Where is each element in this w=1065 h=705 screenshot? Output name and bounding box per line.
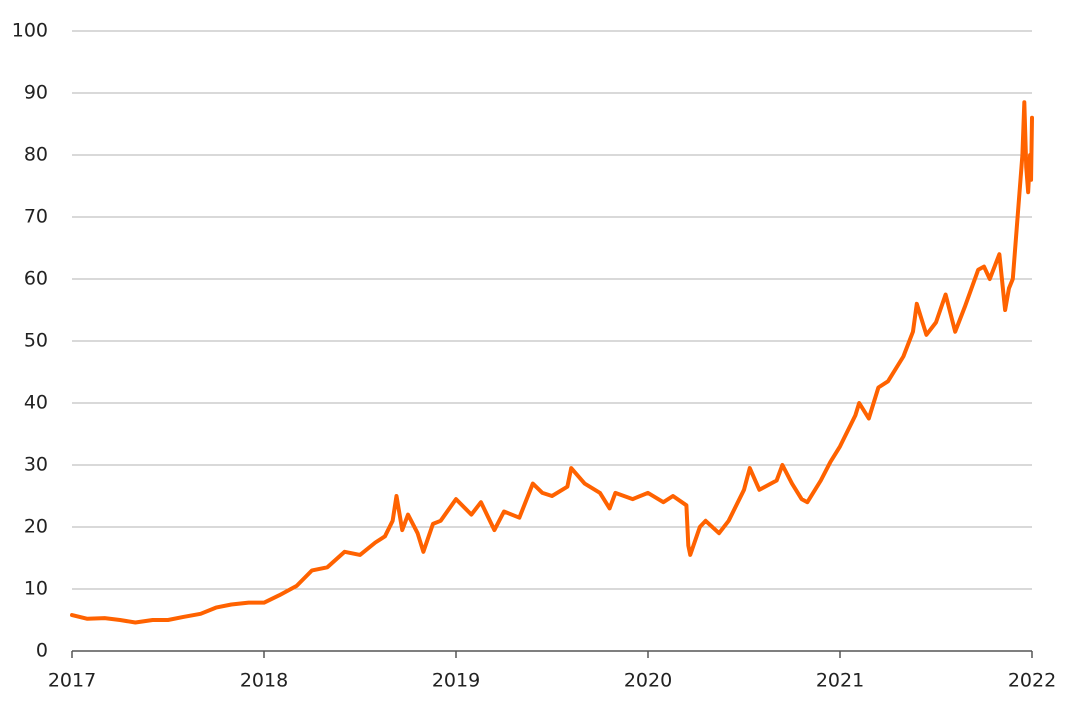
- y-tick-label: 10: [24, 578, 48, 600]
- y-tick-label: 0: [36, 640, 48, 662]
- x-tick-label: 2018: [240, 670, 288, 692]
- x-tick-label: 2021: [816, 670, 864, 692]
- y-tick-label: 60: [24, 268, 48, 290]
- y-tick-label: 100: [12, 20, 48, 42]
- x-tick-label: 2022: [1008, 670, 1056, 692]
- x-tick-label: 2019: [432, 670, 480, 692]
- y-tick-label: 80: [24, 144, 48, 166]
- line-series: [70, 100, 1034, 625]
- x-tick-label: 2017: [48, 670, 96, 692]
- y-tick-label: 50: [24, 330, 48, 352]
- y-tick-label: 90: [24, 82, 48, 104]
- y-tick-label: 30: [24, 454, 48, 476]
- x-tick-label: 2020: [624, 670, 672, 692]
- y-tick-label: 20: [24, 516, 48, 538]
- y-tick-label: 70: [24, 206, 48, 228]
- y-tick-label: 40: [24, 392, 48, 414]
